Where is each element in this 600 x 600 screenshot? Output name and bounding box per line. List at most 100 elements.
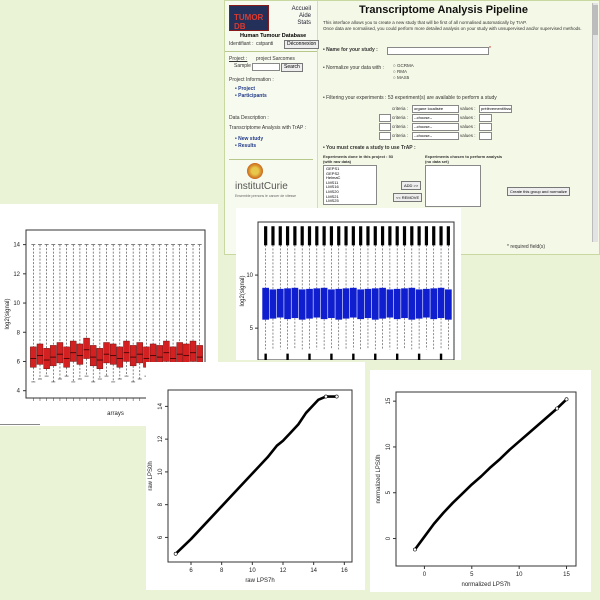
option-rma[interactable]: ○ RMA bbox=[393, 69, 407, 74]
experiment-option[interactable]: LMS21 bbox=[326, 193, 339, 199]
deconnexion-button[interactable]: Déconnexion bbox=[284, 40, 320, 49]
box bbox=[298, 289, 306, 320]
box bbox=[262, 287, 270, 320]
logo-text: TUMOR DB bbox=[234, 13, 264, 31]
plot-frame bbox=[25, 229, 206, 399]
box bbox=[393, 288, 401, 320]
y-tick-label: 6 bbox=[158, 535, 164, 539]
option-gcrma-label: GCRMA bbox=[396, 63, 414, 68]
box-outliers bbox=[388, 226, 392, 246]
link-stats[interactable]: Stats bbox=[297, 20, 311, 26]
x-tick-label: 0 bbox=[423, 572, 427, 578]
search-button[interactable]: Search bbox=[281, 63, 303, 72]
values-select[interactable] bbox=[479, 132, 492, 140]
values-select[interactable]: prélèvement/tissu bbox=[479, 105, 512, 113]
experiment-option[interactable]: LMS16 bbox=[326, 184, 339, 190]
box-outliers bbox=[432, 226, 436, 246]
intro-line-1: This interface allows you to create a ne… bbox=[323, 20, 527, 25]
box-outliers bbox=[374, 353, 377, 360]
nav-results[interactable]: • Results bbox=[235, 143, 257, 149]
study-name-input[interactable] bbox=[387, 47, 489, 55]
scrollbar[interactable] bbox=[592, 3, 598, 242]
criteria-row: criteria : --choose-- values : bbox=[317, 123, 597, 131]
x-tick-label: 6 bbox=[189, 568, 193, 574]
box bbox=[306, 288, 313, 319]
logic-select[interactable] bbox=[379, 132, 391, 140]
experiment-option[interactable]: GEPS2 bbox=[326, 170, 340, 176]
box-outliers bbox=[293, 226, 297, 246]
experiment-option[interactable]: LMS25 bbox=[326, 198, 339, 204]
box bbox=[50, 345, 57, 367]
page-title: Transcriptome Analysis Pipeline bbox=[359, 4, 528, 16]
add-button[interactable]: ADD >> bbox=[401, 181, 422, 190]
nav-new-study[interactable]: • New study bbox=[235, 136, 264, 142]
experiment-option[interactable]: LMS11 bbox=[326, 179, 339, 185]
qq-curve bbox=[174, 395, 337, 555]
nav-data-description[interactable]: Data Description : bbox=[229, 115, 269, 121]
box-outliers bbox=[439, 226, 443, 246]
box-outliers bbox=[330, 353, 333, 360]
logic-select[interactable] bbox=[379, 123, 391, 131]
box bbox=[129, 345, 137, 367]
experiment-option[interactable]: LMS20 bbox=[326, 188, 339, 194]
box bbox=[401, 288, 408, 319]
experiment-option[interactable]: HelmaC bbox=[326, 175, 341, 181]
normalized-qq-plot: 0 5 10 15 0 5 10 15 normalized LPS7h normalized L… bbox=[376, 391, 577, 588]
qq-point bbox=[173, 551, 178, 556]
nav-results-label: Results bbox=[238, 143, 257, 149]
y-tick-label: 5 bbox=[250, 326, 254, 332]
link-accueil[interactable]: Accueil bbox=[291, 6, 311, 12]
top-links: Accueil Aide Stats bbox=[292, 6, 311, 27]
sample-input[interactable] bbox=[252, 63, 280, 71]
experiments-listbox[interactable]: GEPS1 GEPS2 HelmaC LMS11 LMS16 LMS20 LMS21 LMS2… bbox=[323, 165, 377, 205]
x-tick-label: 14 bbox=[310, 568, 317, 574]
box bbox=[30, 346, 37, 368]
nav-project-info: Project Information : bbox=[229, 77, 274, 83]
nav-participants[interactable]: • Participants bbox=[235, 93, 267, 99]
criteria-row: criteria : organe localisée values : prélèv… bbox=[317, 105, 597, 113]
divider bbox=[229, 159, 313, 160]
values-select[interactable] bbox=[479, 123, 492, 131]
y-axis-label: raw LPS0h bbox=[148, 461, 154, 490]
y-tick-label: 8 bbox=[17, 330, 21, 336]
box-outliers bbox=[359, 226, 363, 246]
box bbox=[276, 288, 284, 318]
create-normalize-button[interactable]: Create this group and normalize bbox=[507, 187, 570, 196]
criteria-label: criteria : bbox=[392, 133, 409, 138]
option-mas5[interactable]: ○ MAS5 bbox=[393, 75, 410, 80]
remove-button[interactable]: << REMOVE bbox=[393, 193, 423, 202]
nav-project[interactable]: • Project bbox=[235, 86, 256, 92]
chosen-listbox[interactable] bbox=[425, 165, 481, 207]
values-select[interactable] bbox=[479, 114, 492, 122]
nav-transcriptome[interactable]: Transcriptome Analysis with TrAP : bbox=[229, 125, 306, 131]
exp-list-title-text: Experiments done in this project : 53 bbox=[323, 154, 394, 159]
box bbox=[430, 288, 438, 320]
divider bbox=[225, 51, 317, 52]
criteria-select[interactable]: --choose-- bbox=[412, 114, 459, 122]
curie-tagline: Ensemble prenons le cancer de vitesse bbox=[235, 194, 297, 198]
curie-logo: institutCurie bbox=[235, 181, 288, 192]
box bbox=[284, 288, 291, 320]
experiment-option[interactable]: GEPS1 bbox=[326, 166, 340, 171]
criteria-select[interactable]: organe localisée bbox=[412, 105, 459, 113]
scrollbar-thumb[interactable] bbox=[593, 5, 598, 35]
box bbox=[83, 337, 90, 359]
link-aide[interactable]: Aide bbox=[298, 13, 311, 19]
tumor-db-logo: TUMOR DB bbox=[229, 5, 269, 31]
box bbox=[70, 340, 77, 362]
criteria-select[interactable]: --choose-- bbox=[412, 132, 459, 140]
box bbox=[43, 348, 50, 369]
box bbox=[371, 288, 379, 320]
option-gcrma[interactable]: ○ GCRMA bbox=[393, 63, 414, 68]
box bbox=[335, 288, 343, 320]
y-tick-label: 10 bbox=[158, 468, 164, 475]
plot-frame bbox=[395, 391, 577, 567]
logic-select[interactable] bbox=[379, 114, 391, 122]
box-outliers bbox=[278, 226, 282, 246]
box bbox=[423, 288, 430, 318]
box-outliers bbox=[307, 226, 312, 246]
box-outliers bbox=[395, 226, 399, 246]
criteria-select[interactable]: --choose-- bbox=[412, 123, 459, 131]
box-outliers bbox=[380, 226, 385, 246]
name-label: • Name for your study : bbox=[323, 47, 378, 53]
